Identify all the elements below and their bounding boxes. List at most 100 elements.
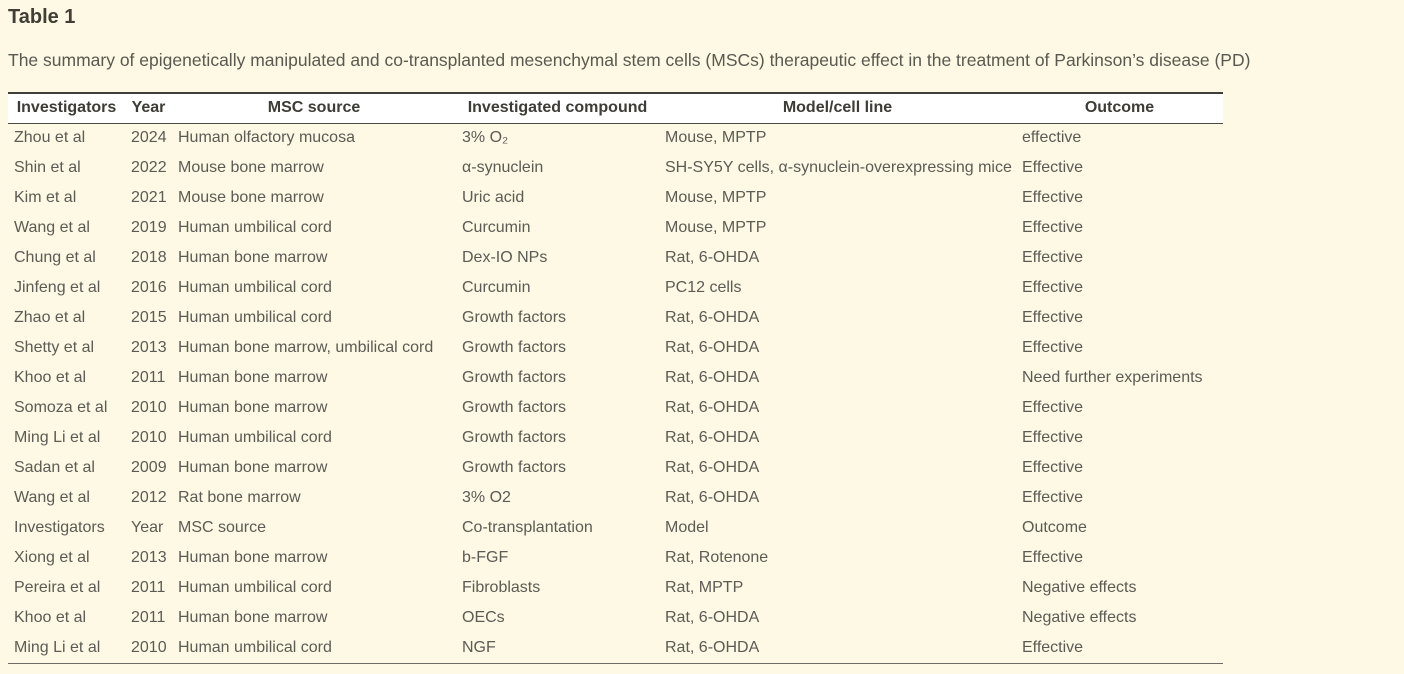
table-cell: Chung et al: [14, 249, 96, 266]
table-row: Shetty et al 2013 Human bone marrow, umbil…: [8, 333, 1223, 363]
table-cell: Zhao et al: [14, 309, 86, 326]
table-cell: Rat, 6-OHDA: [665, 339, 760, 356]
table-row: Xiong et al 2013 Human bone marrow b-FGF Rat…: [8, 543, 1223, 573]
table-cell: 2019: [131, 219, 167, 236]
table-cell: Rat, Rotenone: [665, 549, 769, 566]
table-cell: SH-SY5Y cells, α-synuclein-overexpressin…: [665, 159, 1012, 176]
table-header-row: Investigators Year MSC source Investigated …: [8, 93, 1223, 123]
table-cell: 2010: [131, 399, 167, 416]
column-header: Year: [131, 99, 166, 117]
table-row: Shin et al 2022 Mouse bone marrow α-synucle…: [8, 153, 1223, 183]
table-cell: Dex-IO NPs: [462, 249, 548, 266]
table-cell: 2015: [131, 309, 167, 326]
table-cell: Xiong et al: [14, 549, 90, 566]
table-row: Zhou et al 2024 Human olfactory mucosa 3% O…: [8, 123, 1223, 153]
table-cell: 2012: [131, 489, 167, 506]
table-cell: 2009: [131, 459, 167, 476]
table-cell: Human umbilical cord: [178, 579, 332, 596]
table-cell: Growth factors: [462, 399, 567, 416]
table-cell: Rat, 6-OHDA: [665, 399, 760, 416]
table-cell: Human bone marrow: [178, 249, 328, 266]
table-cell: Effective: [1022, 549, 1084, 566]
table-cell: 2018: [131, 249, 167, 266]
table-cell: Somoza et al: [14, 399, 108, 416]
table-cell: Negative effects: [1022, 579, 1137, 596]
table-cell: Rat, MPTP: [665, 579, 744, 596]
table-cell: 3% O2: [462, 489, 511, 506]
table-cell: Zhou et al: [14, 129, 86, 147]
table-cell: Wang et al: [14, 489, 90, 506]
table-cell: OECs: [462, 609, 505, 626]
table-cell: Investigators: [14, 519, 105, 536]
table-cell: Curcumin: [462, 279, 531, 296]
table-cell: Jinfeng et al: [14, 279, 101, 296]
table-cell: Human bone marrow: [178, 369, 328, 386]
table-cell: Shetty et al: [14, 339, 95, 356]
table-cell: Mouse, MPTP: [665, 129, 767, 147]
table-cell: 3% O₂: [462, 129, 509, 147]
table-cell: Effective: [1022, 219, 1084, 236]
table-cell: Rat, 6-OHDA: [665, 309, 760, 326]
table-cell: Effective: [1022, 279, 1084, 296]
table-cell: b-FGF: [462, 549, 509, 566]
table-cell: Rat, 6-OHDA: [665, 249, 760, 266]
table-cell: Ming Li et al: [14, 429, 101, 446]
table-row: Pereira et al 2011 Human umbilical cord Fib…: [8, 573, 1223, 603]
table-cell: Effective: [1022, 309, 1084, 326]
table-row: Wang et al 2019 Human umbilical cord Curcum…: [8, 213, 1223, 243]
table-cell: Sadan et al: [14, 459, 95, 476]
table-cell: effective: [1022, 129, 1082, 147]
table-cell: Effective: [1022, 638, 1084, 656]
table-cell: Human umbilical cord: [178, 429, 332, 446]
table-cell: 2013: [131, 549, 167, 566]
table-row: Somoza et al 2010 Human bone marrow Growth …: [8, 393, 1223, 423]
table-cell: Negative effects: [1022, 609, 1137, 626]
column-header: Model/cell line: [782, 99, 893, 117]
table-cell: Effective: [1022, 459, 1084, 476]
table-cell: Ming Li et al: [14, 638, 101, 656]
table-cell: Rat, 6-OHDA: [665, 429, 760, 446]
table-cell: 2010: [131, 638, 167, 656]
table-row: Zhao et al 2015 Human umbilical cord Growth…: [8, 303, 1223, 333]
table-cell: Rat, 6-OHDA: [665, 638, 760, 656]
table-cell: Growth factors: [462, 309, 567, 326]
table-cell: Human bone marrow: [178, 549, 328, 566]
column-header: Outcome: [1084, 99, 1155, 117]
table-cell: NGF: [462, 638, 496, 656]
table-cell: 2011: [131, 369, 166, 386]
table-cell: 2016: [131, 279, 167, 296]
table-cell: Effective: [1022, 489, 1084, 506]
table-row: Khoo et al 2011 Human bone marrow OECs Rat, …: [8, 603, 1223, 633]
table-cell: 2010: [131, 429, 167, 446]
table-cell: Effective: [1022, 249, 1084, 266]
table-cell: 2011: [131, 609, 166, 626]
table-cell: Human umbilical cord: [178, 309, 332, 326]
table-cell: Rat, 6-OHDA: [665, 609, 760, 626]
table-cell: Effective: [1022, 429, 1084, 446]
table-cell: Rat, 6-OHDA: [665, 459, 760, 476]
table-cell: Growth factors: [462, 339, 567, 356]
table-cell: Effective: [1022, 189, 1084, 206]
table-cell: Co-transplantation: [462, 519, 593, 536]
table-cell: Year: [131, 519, 164, 536]
table-row: Chung et al 2018 Human bone marrow Dex-IO N…: [8, 243, 1223, 273]
table-cell: Rat, 6-OHDA: [665, 489, 760, 506]
table-cell: Mouse bone marrow: [178, 159, 324, 176]
table-row: Jinfeng et al 2016 Human umbilical cord Cur…: [8, 273, 1223, 303]
table-cell: α-synuclein: [462, 159, 544, 176]
table-caption: The summary of epigenetically manipulate…: [8, 50, 1251, 70]
table-cell: Outcome: [1022, 519, 1087, 536]
table-cell: Mouse bone marrow: [178, 189, 324, 206]
table-row: Kim et al 2021 Mouse bone marrow Uric acid M…: [8, 183, 1223, 213]
table-cell: 2022: [131, 159, 167, 176]
table-cell: Mouse, MPTP: [665, 219, 767, 236]
table-cell: Khoo et al: [14, 609, 87, 626]
table-title: Table 1: [8, 6, 76, 28]
table-cell: Human bone marrow: [178, 399, 328, 416]
column-header: MSC source: [267, 99, 361, 117]
table-cell: Human umbilical cord: [178, 279, 332, 296]
table-cell: Uric acid: [462, 189, 525, 206]
table-cell: Human bone marrow, umbilical cord: [178, 339, 434, 356]
table-cell: Human bone marrow: [178, 459, 328, 476]
